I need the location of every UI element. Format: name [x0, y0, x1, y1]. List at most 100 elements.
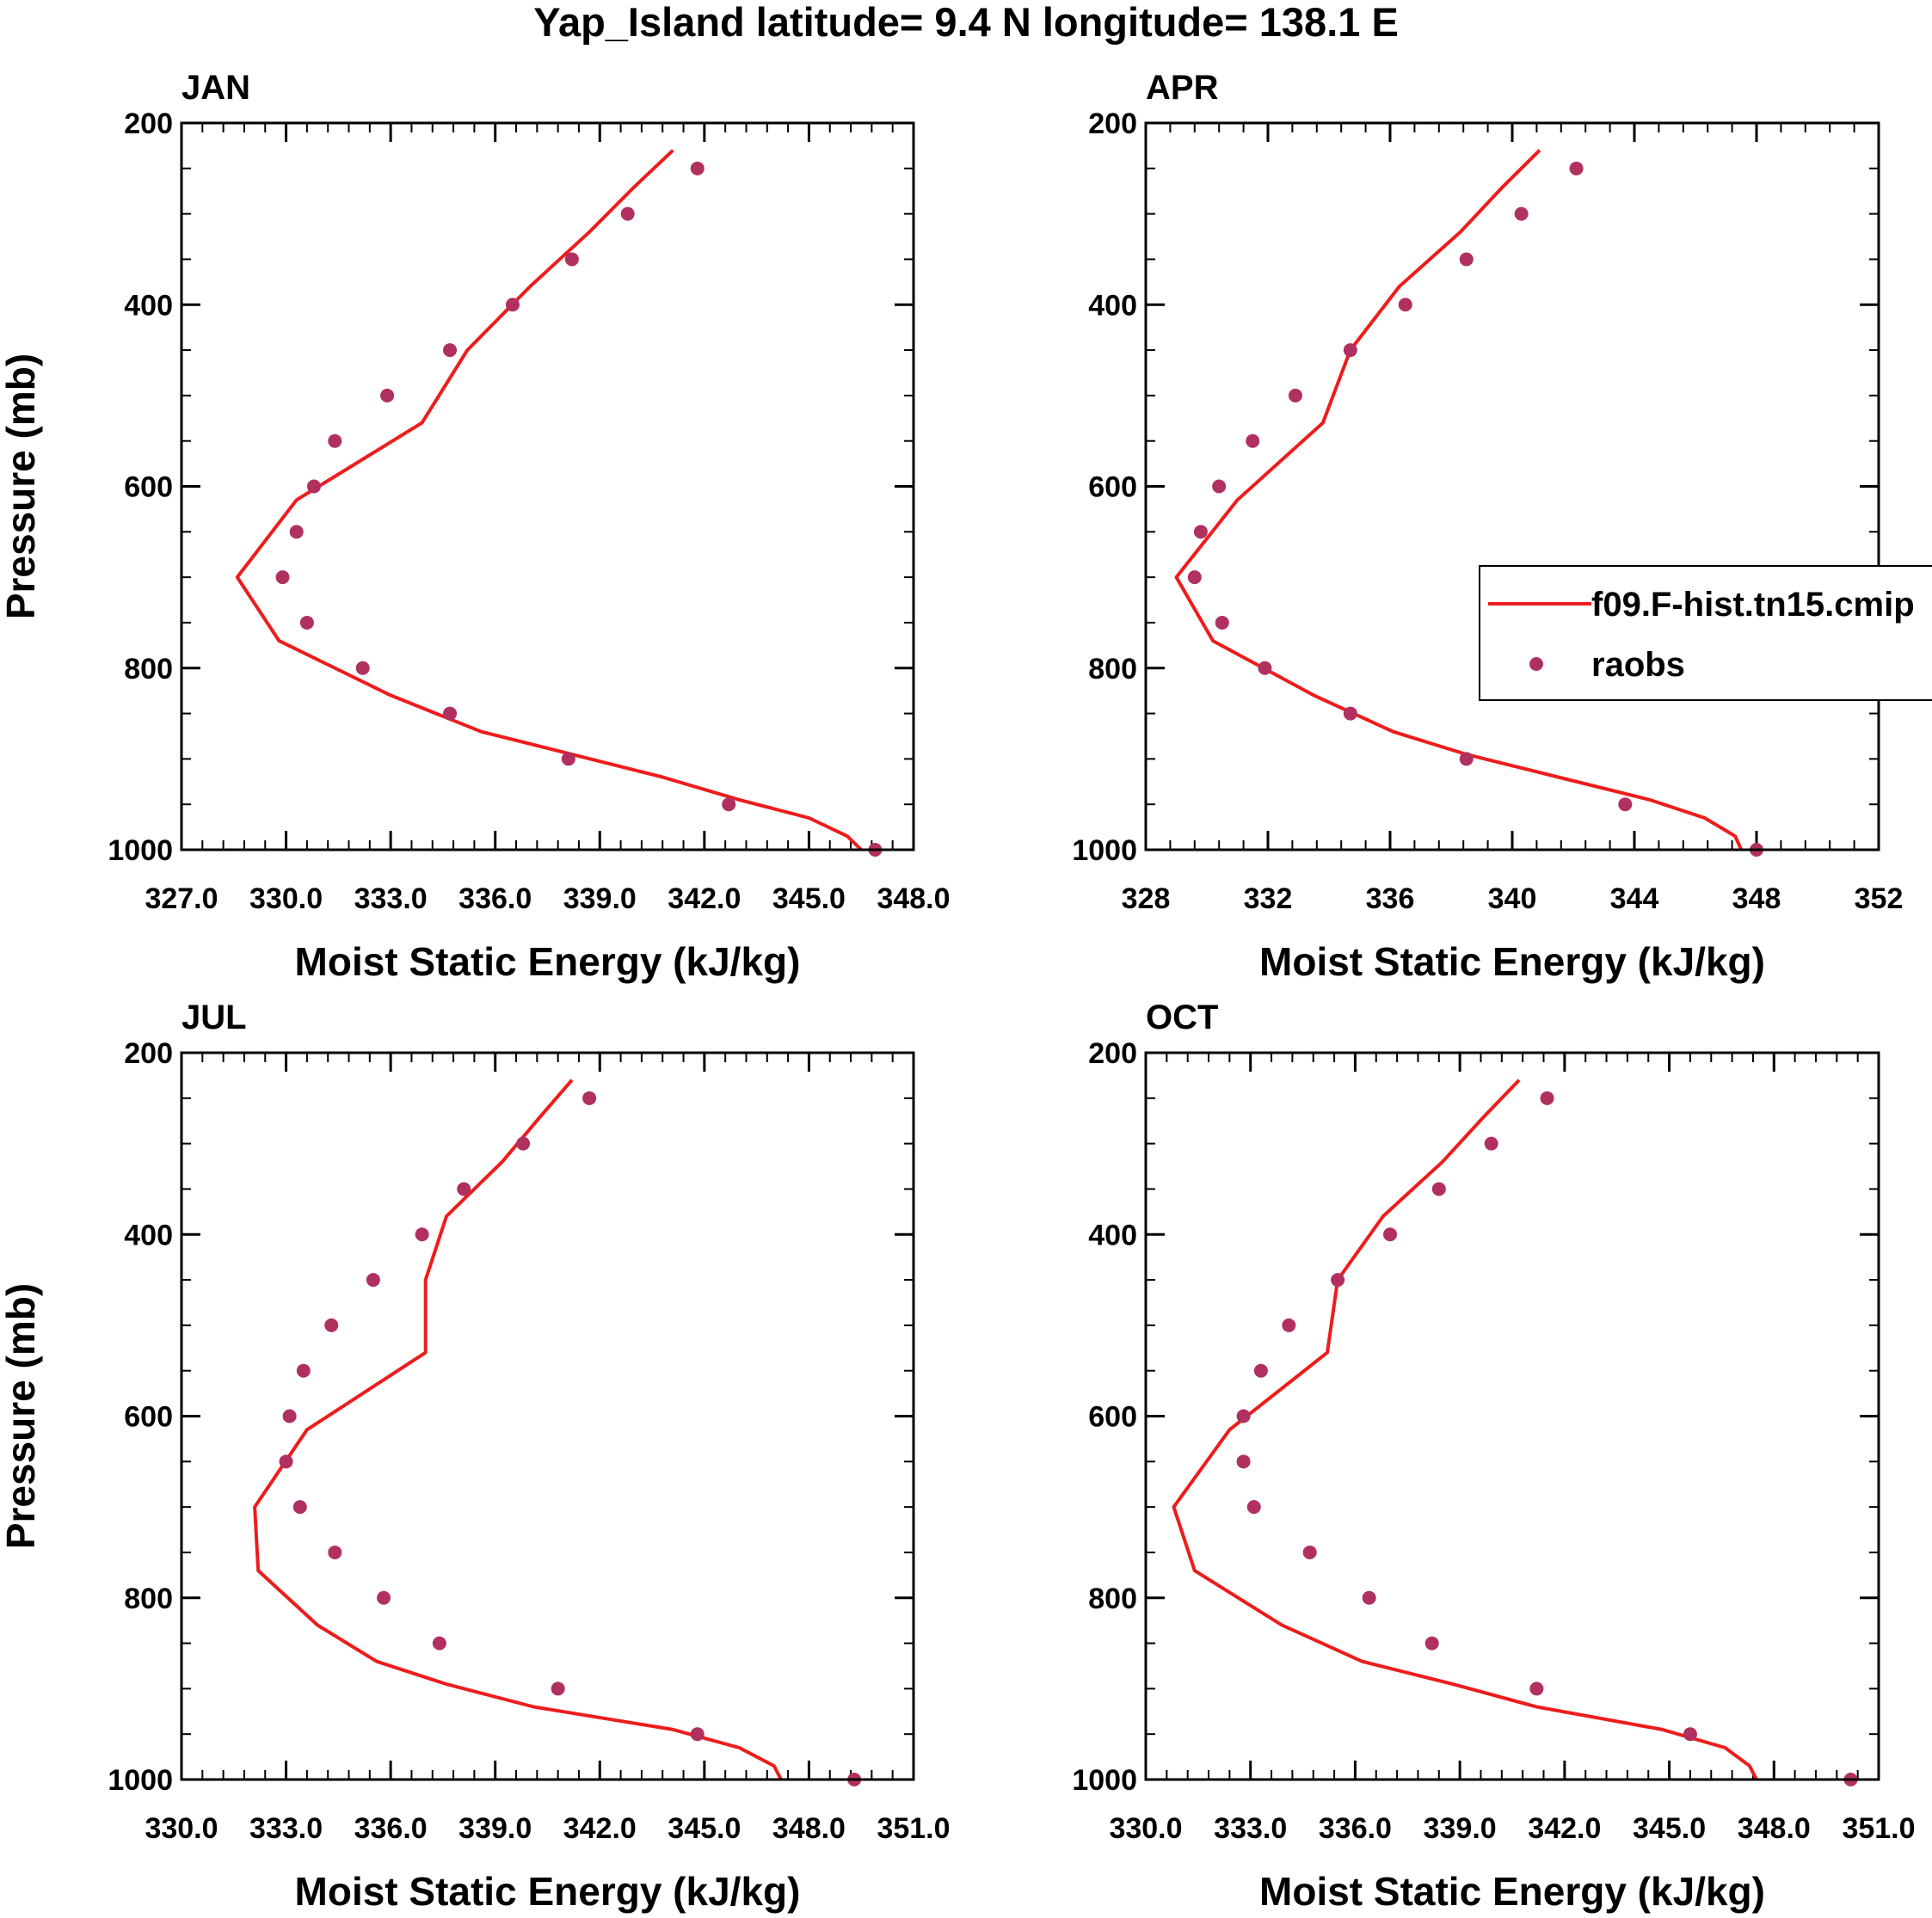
obs-points: [1236, 1091, 1858, 1786]
obs-point: [1431, 1182, 1446, 1196]
obs-point: [1569, 161, 1584, 175]
panel-label: JUL: [182, 999, 247, 1036]
y-tick-label: 600: [124, 471, 173, 504]
y-tick-labels: 200 400 600 800 1000: [108, 1037, 173, 1797]
y-tick-label: 600: [1088, 1401, 1137, 1434]
y-tick-label: 1000: [1072, 1764, 1137, 1797]
figure-title: Yap_Island latitude= 9.4 N longitude= 13…: [533, 0, 1399, 45]
x-tick-label: 332: [1244, 882, 1293, 915]
x-tick-label: 339.0: [563, 882, 637, 915]
obs-point: [1253, 1363, 1268, 1378]
x-tick-label: 327.0: [145, 882, 218, 915]
x-tick-label: 336.0: [458, 882, 532, 915]
obs-point: [328, 1545, 342, 1559]
panel-jan: JAN 327.0 330.0 333.0 336.0 339.0 342.0 345.0 3…: [0, 69, 951, 984]
y-tick-label: 400: [124, 1219, 173, 1251]
x-tick-label: 342.0: [1528, 1812, 1601, 1845]
obs-point: [443, 706, 458, 721]
legend-model-label: f09.F-hist.tn15.cmip: [1591, 586, 1915, 624]
obs-point: [289, 525, 304, 539]
obs-point: [1193, 525, 1208, 539]
y-tick-labels: 200 400 600 800 1000: [1072, 1037, 1137, 1797]
panel-apr: APR 328 332 336 340 344 348 352 200 400 600 800 10…: [1072, 69, 1903, 984]
y-tick-label: 800: [1088, 653, 1137, 685]
obs-point: [582, 1091, 597, 1105]
plot-frame: [180, 121, 915, 851]
x-tick-label: 330.0: [1109, 1812, 1182, 1845]
y-tick-label: 200: [124, 108, 173, 140]
obs-point: [432, 1636, 446, 1651]
x-tick-label: 333.0: [249, 1812, 323, 1845]
panel-label: APR: [1146, 69, 1219, 107]
y-axis-label: Pressure (mb): [0, 1283, 43, 1549]
obs-point: [1459, 252, 1474, 267]
obs-point: [1343, 706, 1357, 721]
obs-point: [1362, 1590, 1376, 1605]
obs-point: [1484, 1136, 1498, 1151]
x-tick-label: 351.0: [877, 1812, 950, 1845]
obs-point: [551, 1681, 565, 1696]
x-tick-label: 345.0: [668, 1812, 741, 1845]
x-tick-label: 333.0: [354, 882, 428, 915]
obs-point: [457, 1182, 471, 1196]
x-tick-label: 351.0: [1842, 1812, 1915, 1845]
model-line: [235, 149, 863, 851]
x-tick-labels: 327.0 330.0 333.0 336.0 339.0 342.0 345.0 348.0: [145, 882, 950, 915]
x-tick-labels: 330.0 333.0 336.0 339.0 342.0 345.0 348.0 351.0: [1109, 1812, 1915, 1845]
panel-label: OCT: [1146, 999, 1218, 1036]
x-tick-label: 330.0: [145, 1812, 218, 1845]
x-tick-label: 345.0: [1633, 1812, 1706, 1845]
x-tick-label: 330.0: [249, 882, 323, 915]
obs-point: [1246, 433, 1260, 448]
obs-point: [1246, 1500, 1261, 1515]
obs-point: [1529, 1681, 1544, 1696]
legend-box: [1479, 565, 1932, 701]
y-tick-label: 1000: [108, 1764, 173, 1797]
x-axis-label: Moist Static Energy (kJ/kg): [295, 939, 801, 984]
obs-point: [1683, 1727, 1697, 1742]
obs-point: [1343, 343, 1357, 358]
obs-point: [1424, 1636, 1439, 1651]
legend-obs-label: raobs: [1591, 646, 1685, 684]
y-tick-label: 400: [1088, 1219, 1137, 1251]
obs-point: [1514, 206, 1529, 221]
obs-point: [299, 615, 314, 630]
obs-point: [366, 1273, 380, 1288]
obs-point: [275, 570, 290, 585]
obs-points: [279, 1091, 862, 1786]
obs-point: [1236, 1409, 1251, 1423]
model-line: [1174, 149, 1744, 851]
obs-point: [1398, 298, 1412, 312]
obs-point: [722, 797, 736, 812]
x-tick-label: 340: [1488, 882, 1537, 915]
x-tick-label: 352: [1855, 882, 1904, 915]
obs-point: [1540, 1091, 1554, 1105]
obs-point: [1302, 1545, 1317, 1559]
obs-point: [1212, 479, 1227, 494]
y-tick-label: 200: [124, 1037, 173, 1070]
obs-point: [516, 1136, 531, 1151]
obs-point: [377, 1590, 391, 1605]
y-tick-label: 800: [124, 1583, 173, 1615]
obs-point: [415, 1227, 429, 1242]
obs-point: [690, 161, 705, 175]
x-tick-label: 336.0: [1319, 1812, 1392, 1845]
x-tick-label: 345.0: [772, 882, 846, 915]
x-tick-label: 348.0: [1738, 1812, 1811, 1845]
obs-point: [296, 1363, 311, 1378]
y-tick-label: 400: [124, 289, 173, 322]
obs-point: [620, 206, 635, 221]
panel-label: JAN: [182, 69, 250, 107]
obs-point: [282, 1409, 297, 1423]
axis-ticks: [180, 1051, 915, 1781]
obs-point: [1258, 661, 1272, 675]
obs-point: [561, 752, 575, 766]
plot-frame: [180, 1051, 915, 1781]
model-line: [1172, 1079, 1758, 1780]
x-tick-label: 336.0: [354, 1812, 428, 1845]
x-axis-label: Moist Static Energy (kJ/kg): [1259, 1869, 1765, 1914]
x-tick-label: 336: [1366, 882, 1415, 915]
x-tick-label: 328: [1122, 882, 1171, 915]
obs-point: [355, 661, 370, 675]
